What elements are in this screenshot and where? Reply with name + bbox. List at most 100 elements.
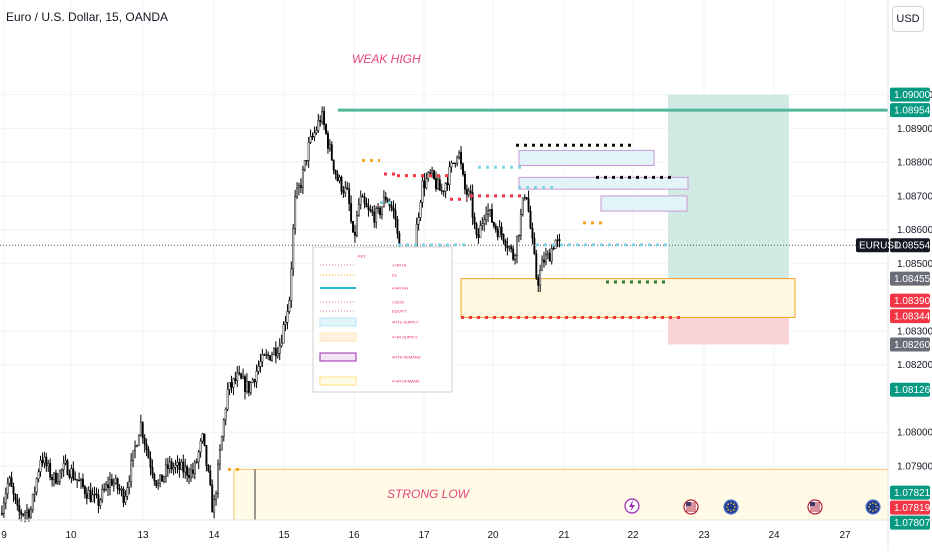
candle-body	[110, 479, 113, 486]
candle-body	[107, 484, 109, 488]
x-tick-label: 23	[698, 530, 710, 541]
candle-body	[16, 499, 19, 506]
candle-body	[506, 245, 509, 249]
candle-body	[132, 450, 135, 461]
candle-body	[460, 152, 463, 165]
candle-body	[139, 422, 142, 436]
eu-star	[733, 509, 735, 511]
candle-body	[311, 136, 314, 138]
candle-body	[365, 203, 368, 208]
candle-body	[508, 246, 511, 249]
candle-body	[381, 206, 383, 215]
candle-body	[164, 464, 167, 477]
candle-body	[226, 389, 229, 410]
candle-body	[43, 456, 46, 464]
candle-body	[66, 460, 69, 475]
candle-body	[473, 217, 476, 224]
candle-body	[213, 499, 216, 513]
candle-body	[465, 189, 468, 195]
candle-body	[205, 445, 208, 466]
candle-body	[39, 460, 42, 472]
eu-star	[733, 503, 735, 505]
candle-body	[556, 239, 559, 241]
candle-body	[193, 462, 196, 474]
candle-body	[251, 379, 254, 383]
candle-body	[543, 259, 545, 263]
candle-body	[548, 252, 551, 262]
candle-body	[78, 480, 81, 482]
us-flag-icon-2[interactable]	[807, 499, 823, 515]
candle-body	[361, 195, 364, 198]
candle-body	[450, 162, 453, 168]
y-axis: 1.09000 1.08900 1.08800 1.08700 1.08600 1.085…	[887, 0, 932, 550]
candle-body	[330, 144, 333, 161]
legend-label-3: 4 HR HH	[392, 286, 408, 291]
price-tag-box	[890, 103, 930, 118]
lightning-bolt	[629, 500, 635, 512]
candle-body	[357, 204, 360, 216]
candle-body	[355, 215, 358, 236]
candle-body	[203, 433, 206, 446]
candle-body	[126, 487, 129, 497]
candle-body	[217, 463, 219, 494]
candle-body	[4, 493, 7, 504]
price-tag-label: 1.08954	[894, 106, 931, 117]
candle-body	[37, 471, 40, 480]
x-tick-label: 20	[487, 530, 499, 541]
candle-body	[91, 494, 94, 502]
price-tag-label: 1.08260	[894, 340, 931, 351]
price-tag-label: 1.08390	[894, 296, 931, 307]
candle-body	[242, 376, 245, 379]
candle-body	[479, 225, 482, 238]
candle-body	[97, 494, 100, 506]
price-tag-green: 1.09000	[890, 87, 931, 102]
candle-body	[533, 237, 536, 254]
y-tick-label: 1.08600	[897, 225, 932, 236]
candle-body	[541, 259, 544, 271]
candle-body	[234, 378, 237, 381]
candle-body	[190, 469, 192, 478]
currency-button[interactable]: USD	[892, 6, 924, 32]
price-tag-label: 1.08344	[894, 312, 931, 323]
eu-star	[730, 510, 732, 512]
legend-swatch-8	[319, 352, 357, 362]
candle-body	[238, 372, 241, 375]
us-flag-icon-1[interactable]	[683, 499, 699, 515]
candle-body	[433, 170, 435, 179]
event-icons[interactable]	[624, 498, 881, 515]
candle-body	[74, 478, 77, 481]
candle-body	[147, 449, 150, 459]
candle-body	[186, 466, 189, 476]
candle-body	[519, 214, 522, 236]
candle-body	[344, 187, 347, 194]
lightning-icon[interactable]	[624, 498, 640, 514]
candle-body	[448, 166, 451, 186]
price-tag-box	[890, 293, 930, 308]
candle-body	[10, 477, 13, 487]
candle-body	[191, 469, 194, 474]
candle-body	[326, 133, 329, 149]
legend-label-0: KEY	[358, 254, 366, 259]
candle-body	[431, 170, 434, 174]
candle-body	[188, 475, 191, 478]
candle-body	[222, 419, 225, 437]
supply-zone-2	[518, 176, 689, 190]
candle-body	[274, 348, 277, 357]
candle-body	[159, 474, 162, 485]
candle-body	[490, 209, 493, 223]
candle-body	[469, 190, 472, 193]
candle-body	[396, 219, 399, 234]
candle-body	[338, 176, 341, 181]
eu-flag-icon-1[interactable]	[723, 499, 739, 515]
y-tick-label: 1.08800	[897, 158, 932, 169]
candle-body	[197, 451, 200, 462]
candle-body	[529, 210, 532, 229]
candle-body	[301, 169, 304, 188]
eu-flag-icon-2[interactable]	[865, 499, 881, 515]
candle-body	[60, 469, 63, 472]
candle-body	[309, 136, 312, 143]
candle-body	[294, 196, 297, 229]
